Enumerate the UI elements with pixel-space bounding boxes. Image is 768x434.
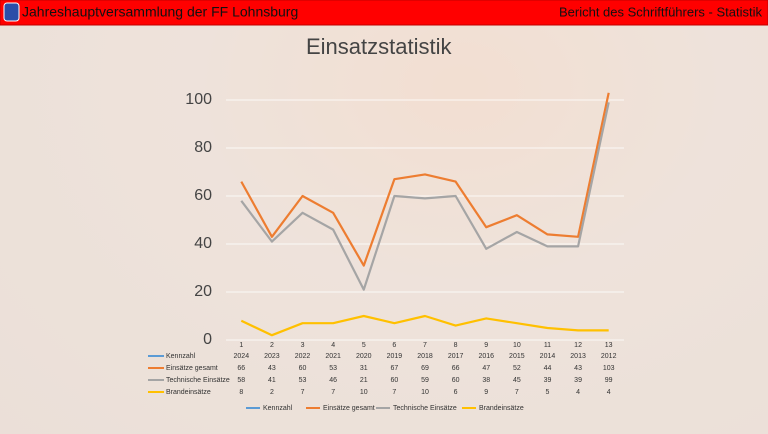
table-cell: 2 <box>270 389 274 396</box>
table-row-label: Brandeinsätze <box>166 389 211 396</box>
table-cell: 6 <box>454 389 458 396</box>
x-tick-label: 9 <box>484 342 488 349</box>
y-tick-label: 100 <box>185 91 212 108</box>
table-cell: 52 <box>513 365 521 372</box>
table-cell: 103 <box>603 365 615 372</box>
logo <box>3 2 20 22</box>
legend-label: Brandeinsätze <box>479 405 524 412</box>
legend-label: Technische Einsätze <box>393 405 457 412</box>
x-tick-label: 4 <box>331 342 335 349</box>
x-tick-label: 11 <box>544 342 551 349</box>
table-cell: 69 <box>421 365 429 372</box>
table-cell: 2019 <box>387 353 403 360</box>
table-cell: 53 <box>299 377 307 384</box>
x-tick-label: 6 <box>392 342 396 349</box>
y-tick-label: 80 <box>194 139 212 156</box>
table-cell: 38 <box>482 377 490 384</box>
table-cell: 53 <box>329 365 337 372</box>
table-cell: 31 <box>360 365 368 372</box>
y-tick-label: 20 <box>194 283 212 300</box>
series-line <box>240 102 610 291</box>
table-cell: 8 <box>239 389 243 396</box>
table-cell: 2022 <box>295 353 311 360</box>
legend-label: Kennzahl <box>263 405 293 412</box>
table-cell: 4 <box>576 389 580 396</box>
table-cell: 2018 <box>417 353 433 360</box>
table-cell: 2013 <box>570 353 586 360</box>
table-row-label: Einsätze gesamt <box>166 365 218 372</box>
x-tick-label: 10 <box>513 342 521 349</box>
table-cell: 2016 <box>478 353 494 360</box>
y-tick-label: 0 <box>203 331 212 348</box>
series-line <box>240 314 609 337</box>
table-cell: 39 <box>574 377 582 384</box>
x-tick-label: 5 <box>362 342 366 349</box>
table-cell: 47 <box>482 365 490 372</box>
plot-area <box>240 92 610 337</box>
y-tick-label: 40 <box>194 235 212 252</box>
table-cell: 2015 <box>509 353 525 360</box>
y-tick-label: 60 <box>194 187 212 204</box>
x-tick-label: 3 <box>301 342 305 349</box>
table-cell: 9 <box>484 389 488 396</box>
table-cell: 7 <box>331 389 335 396</box>
table-cell: 2014 <box>540 353 556 360</box>
table-cell: 2020 <box>356 353 372 360</box>
series-line <box>240 92 610 267</box>
x-tick-label: 12 <box>574 342 582 349</box>
x-tick-label: 13 <box>605 342 613 349</box>
table-cell: 2017 <box>448 353 464 360</box>
header-section: Bericht des Schriftführers - Statistik <box>559 4 763 19</box>
x-tick-label: 7 <box>423 342 427 349</box>
table-cell: 10 <box>360 389 368 396</box>
legend-label: Einsätze gesamt <box>323 405 375 412</box>
table-cell: 10 <box>421 389 429 396</box>
table-row-label: Technische Einsätze <box>166 377 230 384</box>
table-cell: 7 <box>301 389 305 396</box>
table-cell: 46 <box>329 377 337 384</box>
table-cell: 45 <box>513 377 521 384</box>
table-cell: 5 <box>546 389 550 396</box>
table-cell: 7 <box>392 389 396 396</box>
table-cell: 59 <box>421 377 429 384</box>
table-cell: 58 <box>237 377 245 384</box>
table-cell: 43 <box>268 365 276 372</box>
chart-title: Einsatzstatistik <box>306 34 452 59</box>
table-cell: 7 <box>515 389 519 396</box>
table-cell: 2012 <box>601 353 617 360</box>
x-tick-label: 8 <box>454 342 458 349</box>
table-cell: 44 <box>544 365 552 372</box>
table-cell: 67 <box>390 365 398 372</box>
table-cell: 66 <box>452 365 460 372</box>
table-cell: 2023 <box>264 353 280 360</box>
table-cell: 39 <box>544 377 552 384</box>
x-tick-label: 2 <box>270 342 274 349</box>
table-cell: 21 <box>360 377 368 384</box>
table-cell: 41 <box>268 377 276 384</box>
header-title: Jahreshauptversammlung der FF Lohnsburg <box>22 4 298 20</box>
table-cell: 2024 <box>234 353 250 360</box>
table-cell: 66 <box>237 365 245 372</box>
table-cell: 2021 <box>325 353 341 360</box>
table-row-label: Kennzahl <box>166 353 196 360</box>
table-cell: 60 <box>390 377 398 384</box>
table-cell: 4 <box>607 389 611 396</box>
table-cell: 60 <box>452 377 460 384</box>
x-tick-label: 1 <box>239 342 243 349</box>
header-bar <box>0 0 768 26</box>
table-cell: 60 <box>299 365 307 372</box>
table-cell: 99 <box>605 377 613 384</box>
table-cell: 43 <box>574 365 582 372</box>
